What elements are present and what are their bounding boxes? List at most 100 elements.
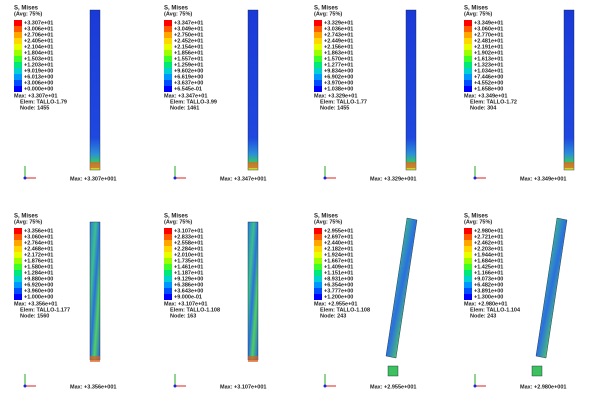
legend-value: +2.764e+01 — [24, 240, 53, 246]
legend-value: +3.060e+01 — [24, 234, 53, 240]
legend-value: +1.804e+01 — [24, 50, 53, 56]
panel: S, Mises(Avg: 75%)+3.329e+01+3.036e+01+2… — [314, 6, 416, 182]
legend-title: S, Mises — [14, 6, 39, 12]
legend-value: +2.462e+01 — [474, 240, 503, 246]
legend-swatch — [14, 50, 22, 56]
elem-label: Elem: TALLO-3.99 — [170, 99, 217, 105]
legend-value: +6.013e+00 — [24, 74, 53, 80]
legend-title: S, Mises — [314, 214, 339, 220]
legend-swatch — [164, 294, 172, 300]
legend-value: +2.481e+01 — [474, 38, 503, 44]
column — [535, 217, 568, 359]
base — [248, 162, 258, 168]
axis-z — [23, 384, 27, 388]
legend-value: +4.552e+00 — [474, 80, 503, 86]
legend-value: +2.750e+01 — [174, 32, 203, 38]
legend-value: +1.300e+00 — [474, 294, 503, 300]
legend-swatch — [314, 62, 322, 68]
legend-value: +2.010e+01 — [174, 252, 203, 258]
legend-avg: (Avg: 75%) — [314, 219, 342, 225]
legend-swatch — [14, 62, 22, 68]
legend-value: +2.770e+01 — [474, 32, 503, 38]
column — [247, 221, 259, 361]
legend-swatch — [314, 270, 322, 276]
legend-swatch — [14, 258, 22, 264]
bottom-max: Max: +3.107e+001 — [220, 384, 266, 390]
legend-value: +3.356e+01 — [24, 228, 53, 234]
legend-swatch — [14, 26, 22, 32]
legend-swatch — [464, 80, 472, 86]
bottom-max: Max: +2.980e+001 — [520, 384, 566, 390]
legend-value: +3.329e+01 — [324, 20, 353, 26]
legend-swatch — [464, 38, 472, 44]
panel: S, Mises(Avg: 75%)+3.349e+01+3.060e+01+2… — [464, 6, 575, 182]
legend-avg: (Avg: 75%) — [14, 11, 42, 17]
axis-z — [173, 176, 177, 180]
legend-value: +3.637e+00 — [174, 80, 203, 86]
legend-value: +3.643e+00 — [174, 288, 203, 294]
legend-value: +1.034e+01 — [474, 68, 503, 74]
legend-swatch — [164, 80, 172, 86]
legend-value: +2.721e+01 — [474, 234, 503, 240]
legend-value: +3.349e+01 — [474, 20, 503, 26]
column — [89, 221, 101, 361]
legend-value: +2.284e+01 — [174, 246, 203, 252]
legend-value: +3.060e+01 — [474, 26, 503, 32]
node-label: Node: 243 — [470, 313, 496, 319]
legend-swatch — [464, 26, 472, 32]
legend-value: +1.684e+01 — [474, 258, 503, 264]
elem-label: Elem: TALLO-1.177 — [20, 307, 70, 313]
legend-swatch — [464, 68, 472, 74]
legend-swatch — [464, 276, 472, 282]
legend-value: +1.038e+00 — [324, 86, 353, 92]
base — [387, 365, 399, 377]
legend-value: +1.902e+01 — [474, 50, 503, 56]
legend-swatch — [164, 228, 172, 234]
legend-swatch — [14, 282, 22, 288]
legend-swatch — [314, 294, 322, 300]
legend-swatch — [14, 38, 22, 44]
bottom-max: Max: +3.307e+001 — [70, 176, 116, 182]
legend-swatch — [164, 20, 172, 26]
legend-swatch — [464, 56, 472, 62]
legend-swatch — [164, 252, 172, 258]
legend-swatch — [164, 234, 172, 240]
legend-value: +9.880e+00 — [24, 276, 53, 282]
base — [406, 162, 416, 168]
legend-swatch — [314, 20, 322, 26]
legend-swatch — [164, 282, 172, 288]
legend-value: +1.000e+00 — [24, 294, 53, 300]
base — [531, 365, 543, 377]
axis-z — [323, 384, 327, 388]
bottom-max: Max: +2.955e+001 — [370, 384, 416, 390]
legend-value: +6.619e+00 — [174, 74, 203, 80]
legend-swatch — [314, 246, 322, 252]
panel: S, Mises(Avg: 75%)+3.107e+01+2.833e+01+2… — [164, 214, 266, 390]
legend-value: +2.468e+01 — [24, 246, 53, 252]
elem-label: Elem: TALLO-1.77 — [320, 99, 367, 105]
legend-value: +2.182e+01 — [324, 246, 353, 252]
legend-title: S, Mises — [314, 6, 339, 12]
axis-z — [323, 176, 327, 180]
legend-swatch — [314, 288, 322, 294]
base — [90, 162, 100, 168]
legend-swatch — [314, 264, 322, 270]
max-label: Max: +3.329e+01 — [314, 93, 357, 99]
legend-swatch — [14, 240, 22, 246]
legend-value: +2.172e+01 — [24, 252, 53, 258]
elem-label: Elem: TALLO-1.79 — [20, 99, 67, 105]
legend-swatch — [164, 50, 172, 56]
legend-swatch — [164, 44, 172, 50]
legend-swatch — [14, 32, 22, 38]
base — [564, 162, 574, 168]
legend-avg: (Avg: 75%) — [464, 11, 492, 17]
panel: S, Mises(Avg: 75%)+3.347e+01+3.049e+01+2… — [164, 6, 266, 182]
legend-swatch — [14, 270, 22, 276]
legend-swatch — [314, 38, 322, 44]
legend-swatch — [164, 68, 172, 74]
legend-value: +1.570e+01 — [324, 56, 353, 62]
legend-swatch — [314, 240, 322, 246]
legend-value: +0.000e+00 — [24, 86, 53, 92]
column — [89, 9, 101, 171]
legend-value: +3.777e+00 — [324, 288, 353, 294]
